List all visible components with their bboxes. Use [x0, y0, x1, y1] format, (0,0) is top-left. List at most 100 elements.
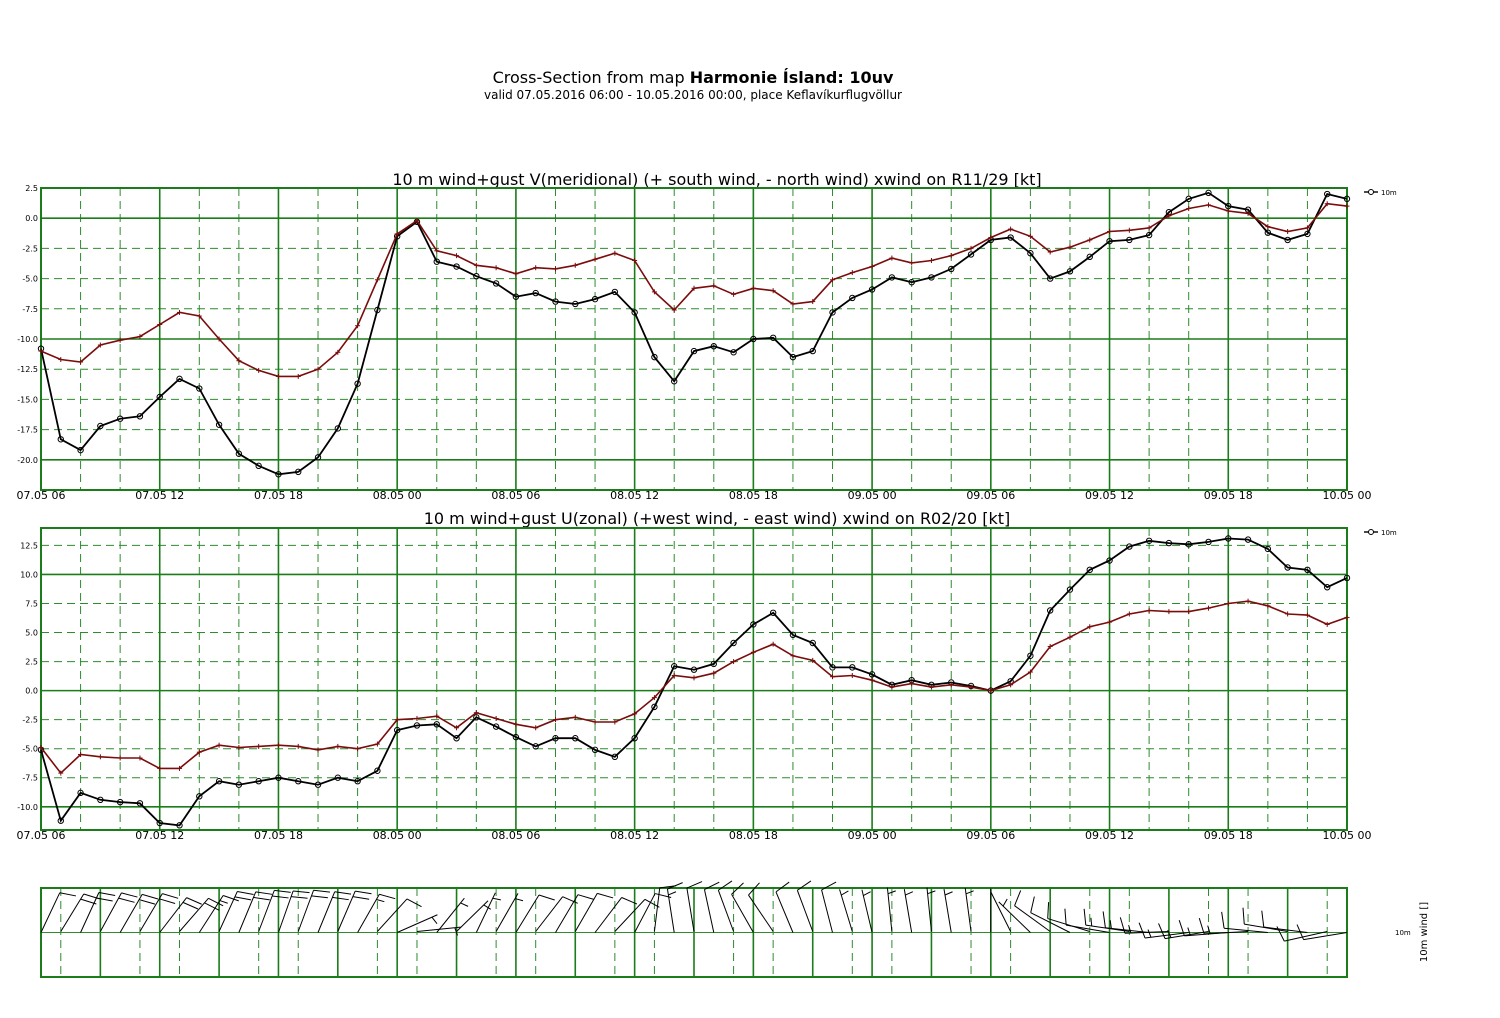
gust-point — [1146, 225, 1152, 231]
y-tick-label: 7.5 — [25, 600, 38, 609]
barb-shaft — [614, 899, 646, 932]
gust-point — [830, 674, 836, 680]
wind-barb — [258, 889, 291, 932]
gust-point — [394, 717, 400, 723]
gust-point — [513, 271, 519, 277]
wind-point — [1086, 566, 1093, 574]
gust-point — [473, 262, 479, 268]
x-tick-label: 09.05 12 — [1085, 829, 1134, 842]
series-line-wind — [40, 191, 1348, 476]
gust-point — [711, 670, 717, 676]
gust-point — [810, 299, 816, 305]
gust-point — [177, 765, 183, 771]
wind-barb — [731, 882, 754, 933]
barb-shaft — [666, 888, 675, 933]
wind-point — [255, 778, 262, 785]
wind-barb — [634, 893, 672, 933]
y-tick-label: -15.0 — [17, 395, 38, 404]
barb-full-feather — [577, 894, 594, 900]
wind-point — [591, 295, 599, 303]
gust-point — [1265, 603, 1271, 609]
wind-point — [572, 735, 579, 742]
gust-point — [988, 235, 994, 241]
barb-full-feather — [311, 895, 328, 899]
wind-point — [215, 421, 223, 428]
y-tick-label: 2.5 — [25, 184, 38, 193]
wind-barb — [495, 893, 524, 932]
wind-barb — [297, 889, 331, 932]
x-tick-label: 08.05 00 — [373, 489, 422, 502]
barb-full-feather — [538, 894, 555, 901]
barb-shaft — [1047, 918, 1090, 932]
wind-barb — [1261, 910, 1308, 933]
wind-point — [928, 274, 935, 281]
panel-wind-barbs: 10m 10m wind [] — [40, 880, 1430, 978]
x-tick-label: 08.05 18 — [729, 489, 778, 502]
barb-shaft — [653, 887, 661, 932]
wind-point — [888, 274, 896, 281]
gust-point — [177, 309, 183, 315]
barb-shaft — [238, 891, 257, 933]
barb-full-feather — [186, 897, 202, 905]
wind-point — [215, 778, 223, 785]
wind-point — [1205, 189, 1212, 197]
gust-point — [216, 336, 222, 342]
gust-point — [988, 688, 994, 694]
barb-half-feather — [376, 898, 385, 903]
gust-point — [1047, 249, 1053, 255]
wind-point — [314, 454, 322, 461]
barb-shaft — [495, 893, 519, 932]
gust-point — [1344, 203, 1350, 209]
wind-barb — [317, 891, 352, 933]
wind-point — [492, 280, 500, 287]
wind-point — [1244, 536, 1252, 543]
barb-shaft — [821, 889, 833, 933]
wind-barb — [1296, 924, 1348, 941]
barb-full-feather — [272, 895, 289, 899]
series-line-wind — [40, 537, 1348, 827]
wind-barb — [1102, 911, 1150, 933]
barb-shaft — [40, 892, 61, 933]
barb-shaft — [218, 891, 238, 932]
gust-point — [849, 673, 855, 679]
barb-full-feather — [1030, 896, 1035, 913]
wind-point — [1304, 566, 1311, 574]
gust-point — [1027, 669, 1033, 675]
barb-full-feather — [352, 896, 370, 900]
x-tick-label: 09.05 00 — [848, 489, 897, 502]
gust-point — [1225, 208, 1231, 214]
wind-point — [532, 743, 539, 750]
barb-full-feather — [118, 897, 135, 903]
wind-point — [196, 385, 203, 392]
gust-point — [1285, 228, 1291, 234]
wind-barb — [40, 892, 77, 933]
barb-shaft — [198, 895, 224, 933]
wind-point — [334, 774, 342, 781]
wind-point — [1264, 545, 1272, 553]
wind-point — [433, 721, 440, 728]
gust-point — [275, 373, 281, 379]
wind-barb — [179, 897, 224, 932]
gust-point — [830, 277, 836, 283]
gust-point — [968, 245, 974, 251]
x-tick-label: 09.05 18 — [1204, 489, 1253, 502]
barb-shaft — [686, 887, 695, 932]
barb-half-feather — [944, 891, 953, 896]
wind-point — [769, 609, 777, 616]
gust-point — [849, 270, 855, 276]
wind-point — [769, 334, 777, 341]
wind-barb — [456, 900, 492, 932]
wind-point — [1185, 195, 1192, 203]
barb-half-feather — [483, 904, 492, 910]
gust-point — [810, 657, 816, 663]
wind-point — [1205, 538, 1212, 546]
wind-point — [868, 671, 876, 678]
barb-shaft — [1303, 932, 1348, 941]
barb-full-feather — [293, 890, 310, 894]
gust-point — [454, 725, 460, 731]
gust-point — [1166, 213, 1172, 219]
wind-barb — [396, 914, 438, 933]
gust-point — [295, 743, 301, 749]
x-tick-label: 07.05 06 — [17, 829, 66, 842]
barb-full-feather — [1064, 908, 1067, 926]
